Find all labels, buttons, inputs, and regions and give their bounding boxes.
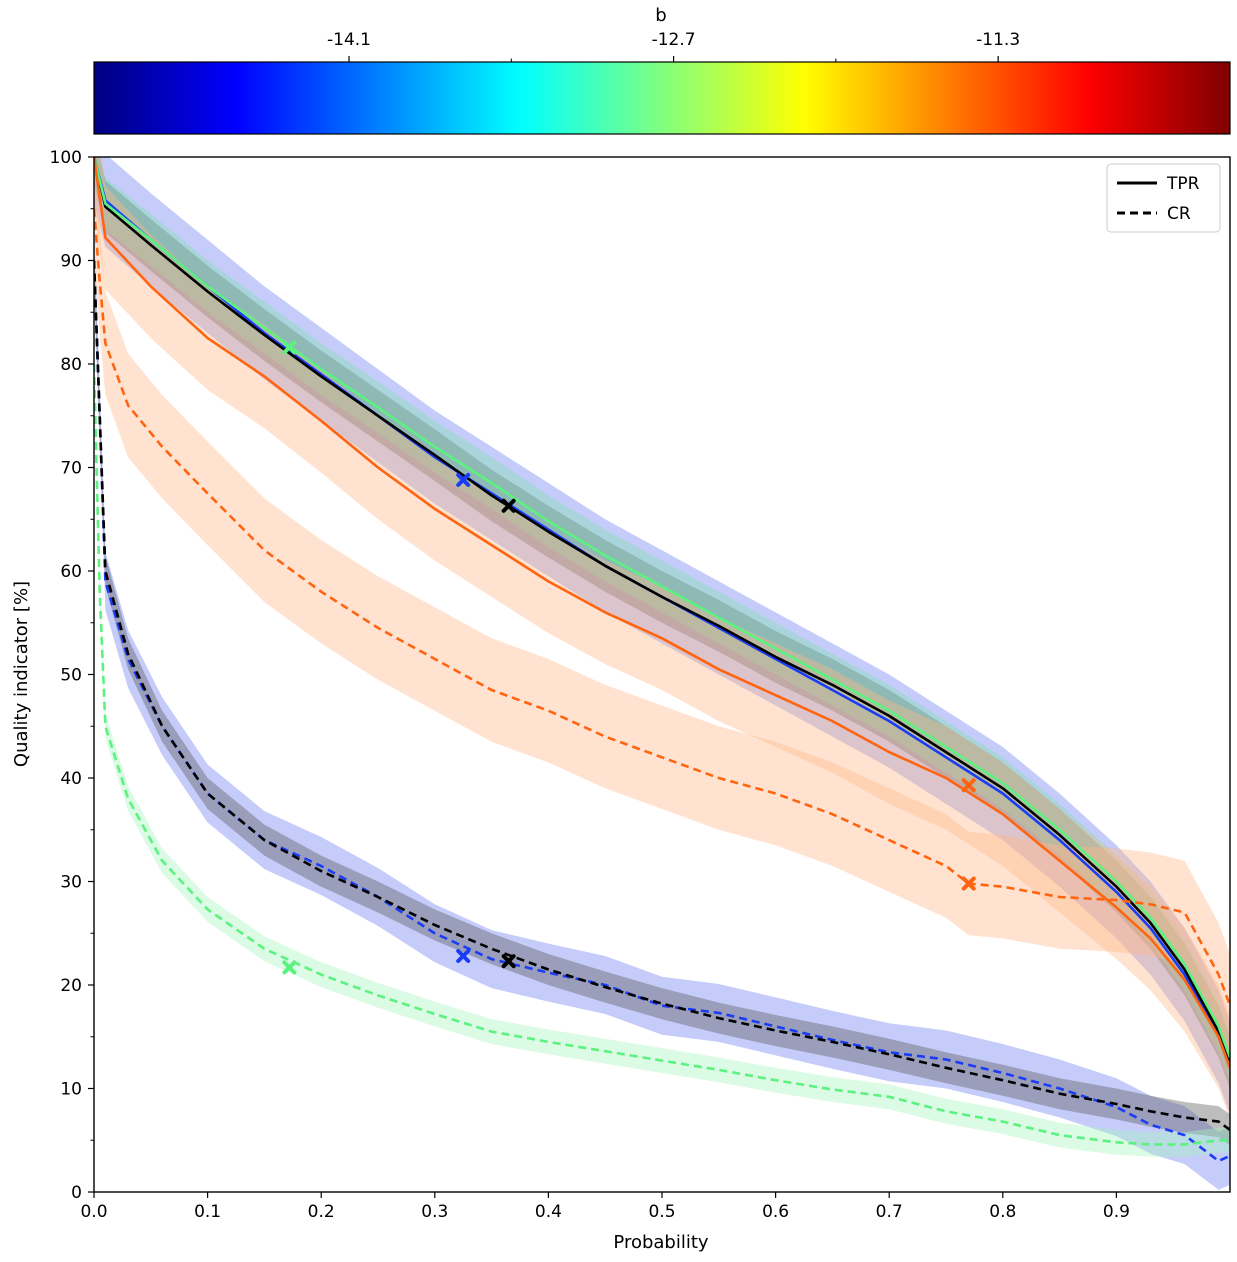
x-axis-label: Probability xyxy=(613,1232,708,1253)
colorbar-label: b xyxy=(655,5,666,26)
x-tick-label: 0.5 xyxy=(648,1202,675,1222)
series-marker xyxy=(501,954,516,969)
x-tick-label: 0.3 xyxy=(421,1202,448,1222)
legend-label-tpr: TPR xyxy=(1166,174,1200,194)
y-tick-label: 40 xyxy=(60,769,82,789)
series-marker xyxy=(961,876,976,891)
colorbar-tick-label: -11.3 xyxy=(976,30,1020,50)
x-tick-label: 0.6 xyxy=(762,1202,789,1222)
series-line xyxy=(94,260,1230,1163)
x-tick-label: 0.7 xyxy=(876,1202,903,1222)
series-line xyxy=(94,157,1230,1069)
series-band xyxy=(94,157,1230,1058)
series-marker xyxy=(961,778,976,793)
x-tick-label: 0.0 xyxy=(80,1202,107,1222)
series-line xyxy=(94,157,1230,1058)
y-tick-label: 0 xyxy=(71,1183,82,1203)
series-band xyxy=(94,157,1230,1089)
plot-area: 0.0 0.1 0.2 0.3 0.4 0.5 0.6 0.7 0.8 0.9 0 10 20 30 40… xyxy=(11,148,1231,1253)
colorbar-tick-label: -12.7 xyxy=(652,30,696,50)
legend: TPR CR xyxy=(1106,163,1221,233)
series-marker xyxy=(501,498,516,513)
x-tick-label: 0.8 xyxy=(989,1202,1016,1222)
y-tick-label: 30 xyxy=(60,873,82,893)
series-line xyxy=(94,208,1230,1007)
series-line xyxy=(94,157,1230,1064)
series-band xyxy=(94,157,1230,1084)
y-tick-label: 50 xyxy=(60,666,82,686)
series-band xyxy=(94,157,1230,1115)
colorbar: b -14.1 -12.7 -11.3 xyxy=(93,5,1231,135)
series-marker xyxy=(282,340,297,355)
x-tick-label: 0.1 xyxy=(194,1202,221,1222)
series-line xyxy=(94,260,1230,1131)
y-tick-label: 80 xyxy=(60,355,82,375)
y-tick-label: 70 xyxy=(60,459,82,479)
plot-background xyxy=(94,157,1230,1192)
colorbar-tick-label: -14.1 xyxy=(327,30,371,50)
y-tick-label: 20 xyxy=(60,976,82,996)
legend-label-cr: CR xyxy=(1167,204,1191,224)
series-line xyxy=(94,363,1230,1146)
series-marker xyxy=(456,472,471,487)
colorbar-gradient xyxy=(93,61,1231,135)
series-marker xyxy=(456,949,471,964)
x-tick-label: 0.2 xyxy=(308,1202,335,1222)
y-tick-label: 10 xyxy=(60,1080,82,1100)
series-band xyxy=(94,231,1230,1190)
x-tick-label: 0.4 xyxy=(535,1202,562,1222)
y-tick-label: 60 xyxy=(60,562,82,582)
x-tick-label: 0.9 xyxy=(1103,1202,1130,1222)
y-axis-label: Quality indicator [%] xyxy=(11,581,32,767)
y-tick-label: 90 xyxy=(60,252,82,272)
y-tick-label: 100 xyxy=(50,148,82,168)
legend-frame xyxy=(1106,163,1221,233)
series-marker xyxy=(282,960,297,975)
